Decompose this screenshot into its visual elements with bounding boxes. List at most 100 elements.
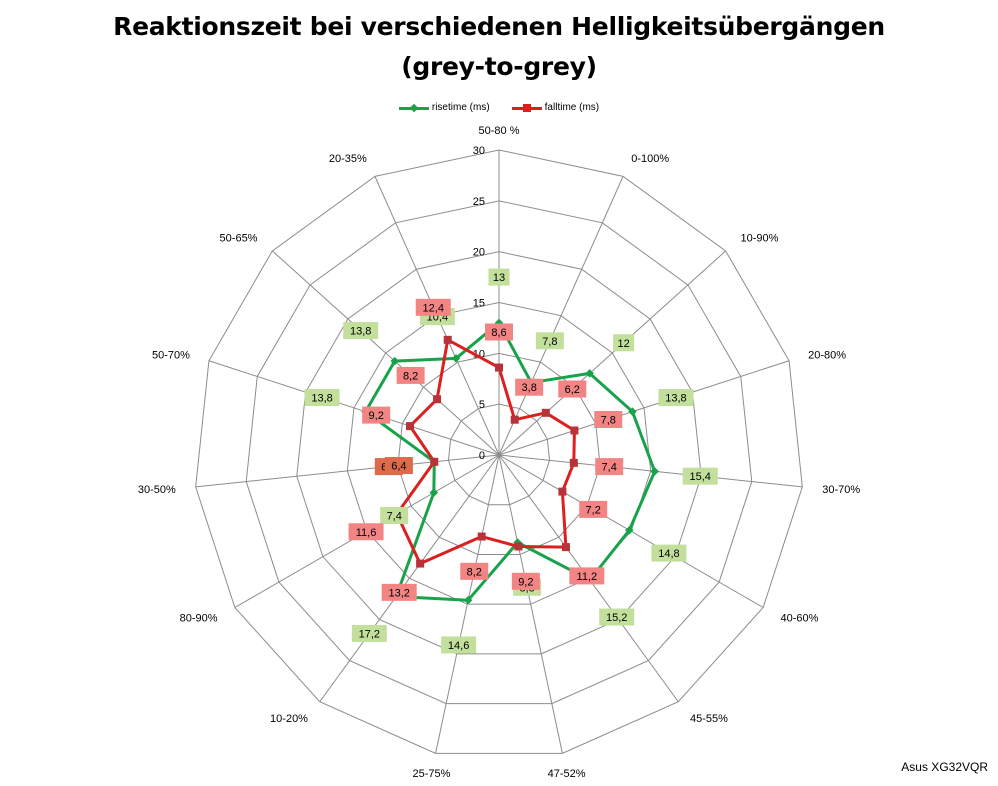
legend-swatch-fall bbox=[511, 103, 542, 113]
data-label-bg bbox=[579, 500, 608, 518]
data-label-rise: 7,8 bbox=[542, 336, 557, 348]
category-label: 30-50% bbox=[138, 484, 176, 496]
data-label-fall: 13,2 bbox=[388, 587, 409, 599]
grid-spoke bbox=[498, 176, 624, 456]
grid-spoke bbox=[272, 250, 500, 456]
grid-spoke bbox=[498, 250, 726, 456]
category-label: 50-65% bbox=[220, 233, 258, 245]
grid-spoke bbox=[195, 454, 500, 488]
data-label-bg bbox=[381, 583, 417, 601]
category-label: 47-52% bbox=[548, 768, 586, 780]
data-point-fall bbox=[443, 335, 452, 344]
data-label-rise: 14,6 bbox=[448, 640, 469, 652]
data-label-bg bbox=[511, 572, 540, 590]
chart-title-line1: Reaktionszeit bei verschiedenen Helligke… bbox=[113, 12, 885, 41]
category-label: 25-75% bbox=[412, 768, 450, 780]
data-point-fall bbox=[514, 542, 523, 551]
data-label-fall: 8,2 bbox=[467, 566, 482, 578]
data-label-bg bbox=[384, 457, 413, 475]
data-label-fall: 11,2 bbox=[577, 571, 598, 583]
data-label-bg bbox=[599, 608, 635, 626]
grid-spoke bbox=[208, 360, 500, 456]
category-label: 80-90% bbox=[180, 613, 218, 625]
data-label-rise: 13,8 bbox=[350, 326, 371, 338]
radial-tick-label: 20 bbox=[473, 247, 485, 259]
data-label-fall: 9,2 bbox=[369, 410, 384, 422]
grid-spoke bbox=[319, 454, 500, 703]
legend: risetime (ms) falltime (ms) bbox=[0, 102, 998, 113]
data-point-rise bbox=[390, 356, 399, 366]
data-point-rise bbox=[628, 407, 637, 416]
data-label-fall: 8,2 bbox=[403, 370, 418, 382]
grid-ring bbox=[447, 403, 551, 506]
data-label-fall: 7,2 bbox=[586, 504, 601, 516]
data-point-rise bbox=[429, 488, 439, 497]
watermark: Asus XG32VQR bbox=[901, 760, 988, 774]
legend-swatch-rise bbox=[398, 103, 429, 113]
data-label-bg bbox=[304, 389, 340, 407]
chart-title-line2: (grey-to-grey) bbox=[401, 52, 597, 81]
radial-tick-label: 30 bbox=[473, 145, 485, 157]
legend-item-rise: risetime (ms) bbox=[398, 102, 490, 113]
data-point-rise bbox=[625, 525, 634, 535]
data-point-fall bbox=[541, 408, 550, 417]
data-label-bg bbox=[362, 406, 391, 424]
category-label: 40-60% bbox=[780, 613, 818, 625]
category-label: 20-80% bbox=[808, 350, 846, 362]
data-label-bg bbox=[396, 366, 425, 384]
category-label: 0-100% bbox=[631, 153, 669, 165]
data-point-fall bbox=[510, 415, 519, 424]
data-label-rise: 13 bbox=[493, 272, 505, 284]
data-label-fall: 11,6 bbox=[356, 527, 377, 539]
grid-spoke bbox=[498, 454, 803, 488]
data-label-rise: 15,4 bbox=[689, 471, 710, 483]
data-label-rise: 7,4 bbox=[387, 510, 402, 522]
grid-spoke bbox=[498, 454, 563, 754]
data-point-fall bbox=[406, 422, 415, 431]
data-label-rise: 17,2 bbox=[359, 628, 380, 640]
data-label-bg bbox=[651, 544, 687, 562]
data-label-rise: 13,8 bbox=[311, 393, 332, 405]
data-label-rise: 14,8 bbox=[658, 548, 679, 560]
data-label-bg bbox=[535, 332, 564, 350]
category-label: 50-80 % bbox=[479, 125, 520, 137]
data-point-fall bbox=[430, 457, 439, 466]
data-point-rise bbox=[650, 467, 659, 476]
data-label-rise: 13,8 bbox=[665, 393, 686, 405]
radial-tick-label: 15 bbox=[473, 298, 485, 310]
data-label-fall: 7,4 bbox=[602, 462, 617, 474]
grid-ring bbox=[397, 352, 601, 555]
data-label-rise: 12 bbox=[618, 338, 630, 350]
radial-tick-label: 5 bbox=[479, 399, 485, 411]
data-label-fall: 6,4 bbox=[391, 461, 406, 473]
data-label-bg bbox=[515, 378, 544, 396]
data-point-rise bbox=[463, 595, 473, 605]
category-label: 10-90% bbox=[741, 233, 779, 245]
data-point-rise bbox=[451, 354, 461, 363]
radial-tick-label: 25 bbox=[473, 196, 485, 208]
category-label: 45-55% bbox=[690, 713, 728, 725]
data-label-bg bbox=[569, 567, 605, 585]
data-label-fall: 3,8 bbox=[522, 382, 537, 394]
category-label: 50-70% bbox=[152, 350, 190, 362]
data-label-rise: 15,2 bbox=[606, 612, 627, 624]
data-point-fall bbox=[495, 363, 503, 372]
grid-ring bbox=[195, 149, 803, 754]
data-label-fall: 8,6 bbox=[491, 327, 506, 339]
grid-ring bbox=[296, 251, 702, 655]
data-label-bg bbox=[595, 458, 624, 476]
series-line-rise bbox=[364, 321, 657, 602]
category-label: 30-70% bbox=[822, 484, 860, 496]
data-label-fall: 9,2 bbox=[518, 576, 533, 588]
data-label-bg bbox=[348, 523, 384, 541]
legend-label-fall: falltime (ms) bbox=[544, 102, 600, 113]
data-label-fall: 7,8 bbox=[601, 414, 616, 426]
data-point-fall bbox=[477, 532, 486, 541]
data-label-fall: 6,2 bbox=[565, 384, 580, 396]
data-label-bg bbox=[351, 624, 387, 642]
legend-label-rise: risetime (ms) bbox=[431, 102, 490, 113]
data-label-bg bbox=[488, 268, 510, 286]
data-label-bg bbox=[485, 323, 513, 341]
